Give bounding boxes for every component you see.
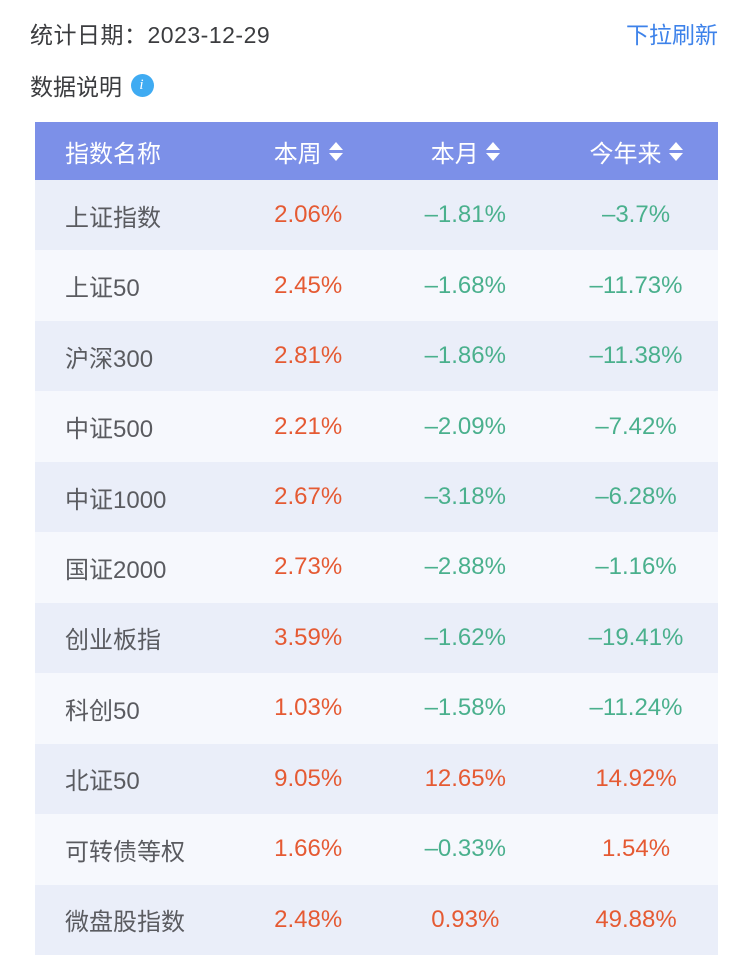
table-row: 可转债等权 1.66% –0.33% 1.54% xyxy=(35,814,718,885)
value-cell-week: 3.59% xyxy=(274,623,343,651)
sort-icon[interactable] xyxy=(485,141,500,161)
index-name-cell: 科创50 xyxy=(65,697,140,725)
table-row: 中证500 2.21% –2.09% –7.42% xyxy=(35,391,718,462)
value-cell-week: 2.67% xyxy=(274,483,343,511)
index-name-cell: 中证500 xyxy=(65,416,154,444)
column-header-label: 指数名称 xyxy=(65,140,161,168)
table-row: 创业板指 3.59% –1.62% –19.41% xyxy=(35,602,718,674)
value-cell-month: –2.09% xyxy=(424,412,506,440)
value-cell-ytd: –3.7% xyxy=(601,201,671,229)
value-cell-ytd: –11.73% xyxy=(589,271,683,299)
value-cell-month: 0.93% xyxy=(431,905,500,933)
value-cell-month: 12.65% xyxy=(424,764,506,792)
column-header-name: 指数名称 xyxy=(35,134,240,169)
sort-up-arrow-icon xyxy=(328,141,343,150)
sort-up-arrow-icon xyxy=(485,141,500,150)
sort-down-arrow-icon xyxy=(328,152,343,161)
value-cell-ytd: –11.38% xyxy=(589,342,683,370)
top-bar: 统计日期：2023-12-29 下拉刷新 xyxy=(30,16,718,50)
value-cell-ytd: 14.92% xyxy=(595,764,677,792)
data-note[interactable]: 数据说明 i xyxy=(30,68,154,102)
column-header-ytd[interactable]: 今年来 xyxy=(554,134,718,169)
value-cell-month: –1.86% xyxy=(424,342,506,370)
index-name-cell: 沪深300 xyxy=(65,345,154,373)
value-cell-ytd: –6.28% xyxy=(595,483,677,511)
sort-down-arrow-icon xyxy=(485,152,500,161)
column-header-label: 今年来 xyxy=(589,140,662,168)
table-row: 沪深300 2.81% –1.86% –11.38% xyxy=(35,320,718,392)
index-name-cell: 创业板指 xyxy=(65,627,161,655)
sort-up-arrow-icon xyxy=(668,141,683,150)
index-name-cell: 微盘股指数 xyxy=(65,909,185,937)
column-header-month[interactable]: 本月 xyxy=(376,134,554,169)
value-cell-month: –1.81% xyxy=(424,201,506,229)
info-icon[interactable]: i xyxy=(131,73,154,97)
table-row: 微盘股指数 2.48% 0.93% 49.88% xyxy=(35,884,718,955)
pull-refresh-button[interactable]: 下拉刷新 xyxy=(626,22,718,48)
value-cell-month: –3.18% xyxy=(424,483,506,511)
value-cell-week: 2.81% xyxy=(274,342,343,370)
index-name-cell: 上证指数 xyxy=(65,204,161,232)
index-name-cell: 上证50 xyxy=(65,275,140,303)
value-cell-week: 2.48% xyxy=(274,905,343,933)
sort-down-arrow-icon xyxy=(668,152,683,161)
value-cell-week: 2.06% xyxy=(274,201,343,229)
table-header-row: 指数名称 本周 本月 今年来 xyxy=(35,122,718,180)
value-cell-month: –0.33% xyxy=(424,835,506,863)
table-row: 科创50 1.03% –1.58% –11.24% xyxy=(35,673,718,744)
value-cell-week: 1.03% xyxy=(274,694,343,722)
sort-icon[interactable] xyxy=(328,141,343,161)
column-header-week[interactable]: 本周 xyxy=(240,134,377,169)
index-name-cell: 可转债等权 xyxy=(65,838,185,866)
index-performance-table: 指数名称 本周 本月 今年来 上证指数 2.06% –1.81% –3.7% 上证50 2.45… xyxy=(35,122,718,955)
sort-icon[interactable] xyxy=(668,141,683,161)
value-cell-month: –2.88% xyxy=(424,553,506,581)
stat-date-text: 统计日期：2023-12-29 xyxy=(30,22,271,48)
data-note-label: 数据说明 xyxy=(30,74,122,100)
table-row: 国证2000 2.73% –2.88% –1.16% xyxy=(35,532,718,603)
value-cell-ytd: –11.24% xyxy=(589,694,683,722)
value-cell-week: 2.45% xyxy=(274,271,343,299)
index-name-cell: 北证50 xyxy=(65,768,140,796)
table-body: 上证指数 2.06% –1.81% –3.7% 上证50 2.45% –1.68% –11.7… xyxy=(35,180,718,955)
value-cell-ytd: –7.42% xyxy=(595,412,677,440)
table-row: 上证50 2.45% –1.68% –11.73% xyxy=(35,250,718,321)
value-cell-ytd: –19.41% xyxy=(588,623,684,651)
value-cell-week: 9.05% xyxy=(274,764,343,792)
value-cell-ytd: 49.88% xyxy=(595,905,677,933)
table-row: 北证50 9.05% 12.65% 14.92% xyxy=(35,743,718,815)
value-cell-month: –1.62% xyxy=(424,623,506,651)
column-header-label: 本周 xyxy=(273,140,322,168)
table-row: 中证1000 2.67% –3.18% –6.28% xyxy=(35,461,718,533)
value-cell-week: 1.66% xyxy=(274,835,343,863)
value-cell-week: 2.73% xyxy=(274,553,343,581)
index-name-cell: 国证2000 xyxy=(65,556,167,584)
value-cell-ytd: 1.54% xyxy=(601,835,671,863)
value-cell-week: 2.21% xyxy=(274,412,343,440)
column-header-label: 本月 xyxy=(430,140,479,168)
value-cell-month: –1.58% xyxy=(424,694,506,722)
table-row: 上证指数 2.06% –1.81% –3.7% xyxy=(35,180,718,251)
value-cell-ytd: –1.16% xyxy=(595,553,677,581)
value-cell-month: –1.68% xyxy=(424,271,506,299)
index-name-cell: 中证1000 xyxy=(65,486,167,514)
